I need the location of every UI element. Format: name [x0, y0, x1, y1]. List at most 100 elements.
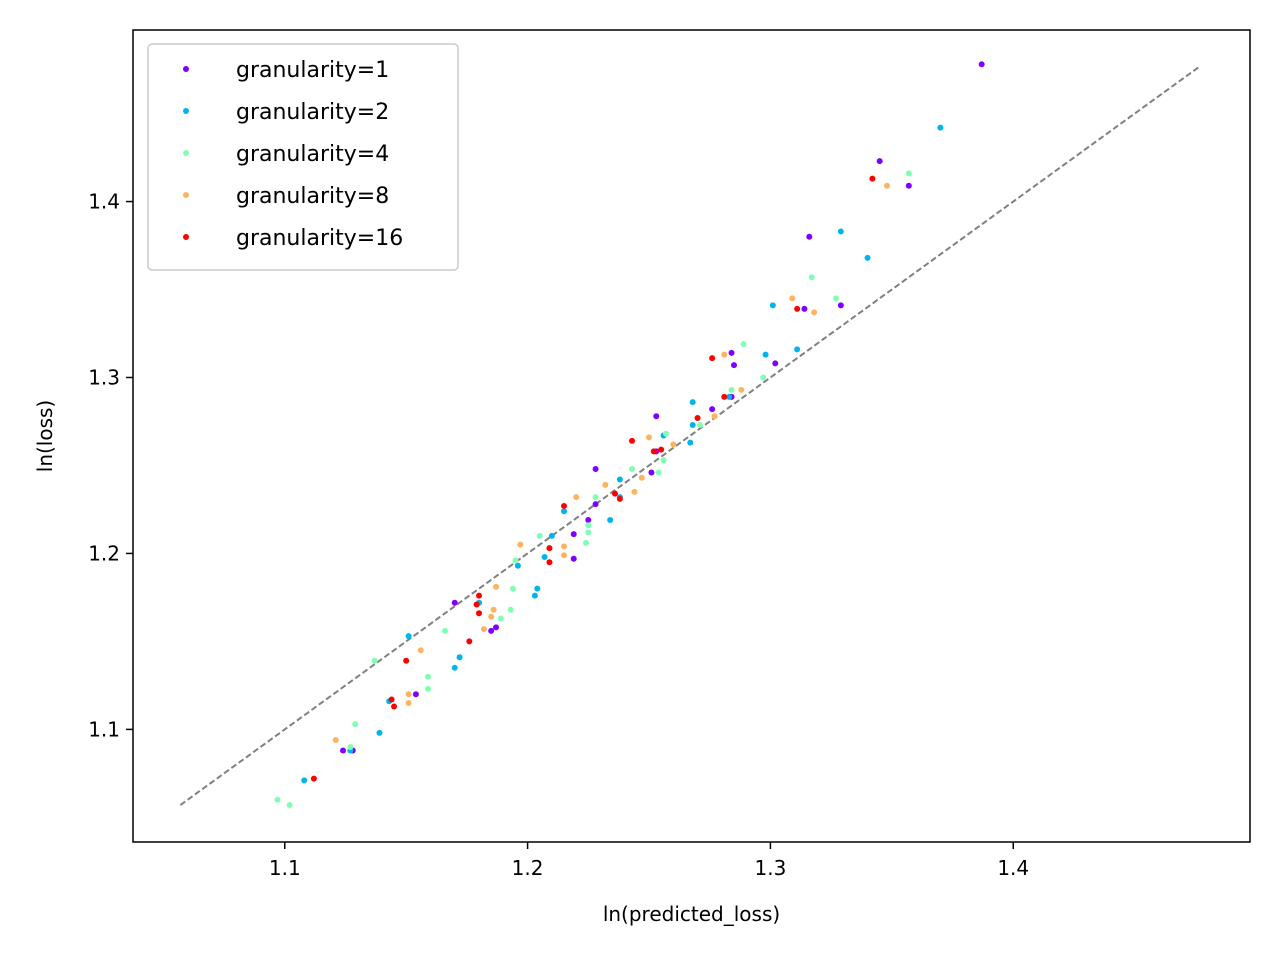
data-point [412, 691, 419, 698]
data-point [760, 374, 767, 381]
data-point [869, 175, 876, 182]
data-point [476, 610, 483, 617]
data-point [403, 657, 410, 664]
y-tick-label: 1.4 [88, 190, 120, 214]
data-point [391, 703, 398, 710]
data-point [582, 539, 589, 546]
legend-label: granularity=4 [236, 142, 389, 167]
data-point [711, 413, 718, 420]
data-point [340, 747, 347, 754]
data-point [310, 775, 317, 782]
data-point [286, 802, 293, 809]
data-point [629, 465, 636, 472]
data-point [493, 583, 500, 590]
data-point [573, 494, 580, 501]
data-point [510, 585, 517, 592]
data-point [808, 274, 815, 281]
data-point [371, 657, 378, 664]
legend-marker [183, 150, 189, 156]
data-point [488, 627, 495, 634]
legend-label: granularity=8 [236, 184, 389, 209]
data-point [612, 490, 619, 497]
data-point [650, 448, 657, 455]
data-point [514, 562, 521, 569]
x-tick-label: 1.4 [997, 856, 1029, 880]
data-point [789, 295, 796, 302]
data-point [883, 182, 890, 189]
data-point [709, 406, 716, 413]
data-point [456, 654, 463, 661]
data-point [655, 469, 662, 476]
data-point [864, 254, 871, 261]
data-point [728, 349, 735, 356]
data-point [811, 309, 818, 316]
data-point [794, 305, 801, 312]
data-point [978, 61, 985, 68]
data-point [376, 729, 383, 736]
data-point [507, 606, 514, 613]
data-point [607, 517, 614, 524]
data-point [592, 465, 599, 472]
data-point [332, 736, 339, 743]
data-point [602, 481, 609, 488]
data-point [592, 494, 599, 501]
data-point [837, 228, 844, 235]
y-axis-label: ln(loss) [33, 400, 57, 472]
data-point [425, 685, 432, 692]
data-point [738, 386, 745, 393]
axes: 1.1 1.2 1.3 1.4 1.1 1.2 1.3 1.4 [88, 29, 1251, 880]
data-point [561, 502, 568, 509]
data-point [585, 522, 592, 529]
legend-marker [183, 192, 189, 198]
data-point [425, 673, 432, 680]
series-5 [310, 175, 876, 782]
data-point [646, 434, 653, 441]
data-point [832, 295, 839, 302]
series-4 [332, 182, 890, 743]
data-point [769, 302, 776, 309]
reference-line [179, 65, 1201, 806]
legend-label: granularity=2 [236, 100, 389, 125]
legend-marker [183, 234, 189, 240]
data-point [405, 633, 412, 640]
data-point [629, 437, 636, 444]
data-point [451, 664, 458, 671]
series-2 [301, 124, 944, 784]
data-point [726, 393, 733, 400]
y-tick-label: 1.2 [88, 541, 120, 565]
data-point [561, 543, 568, 550]
data-point [488, 613, 495, 620]
data-point [689, 399, 696, 406]
data-point [837, 302, 844, 309]
data-point [663, 430, 670, 437]
series-3 [274, 170, 912, 809]
legend-marker [183, 108, 189, 114]
data-point [696, 422, 703, 429]
data-point [876, 158, 883, 165]
data-point [709, 355, 716, 362]
data-point [660, 457, 667, 464]
y-tick-label: 1.3 [88, 365, 120, 389]
data-point [480, 626, 487, 633]
y-tick-label: 1.1 [88, 717, 120, 741]
data-point [493, 624, 500, 631]
x-tick-label: 1.3 [755, 856, 787, 880]
data-point [806, 233, 813, 240]
legend-label: granularity=1 [236, 58, 389, 83]
data-point [653, 413, 660, 420]
data-point [490, 606, 497, 613]
data-point [592, 501, 599, 508]
data-point [466, 638, 473, 645]
data-point [937, 124, 944, 131]
data-point [570, 531, 577, 538]
data-point [473, 601, 480, 608]
data-point [721, 393, 728, 400]
data-point [721, 351, 728, 358]
data-point [405, 700, 412, 707]
data-point [687, 439, 694, 446]
data-point [546, 545, 553, 552]
data-point [451, 599, 458, 606]
data-point [585, 517, 592, 524]
data-point [301, 777, 308, 784]
